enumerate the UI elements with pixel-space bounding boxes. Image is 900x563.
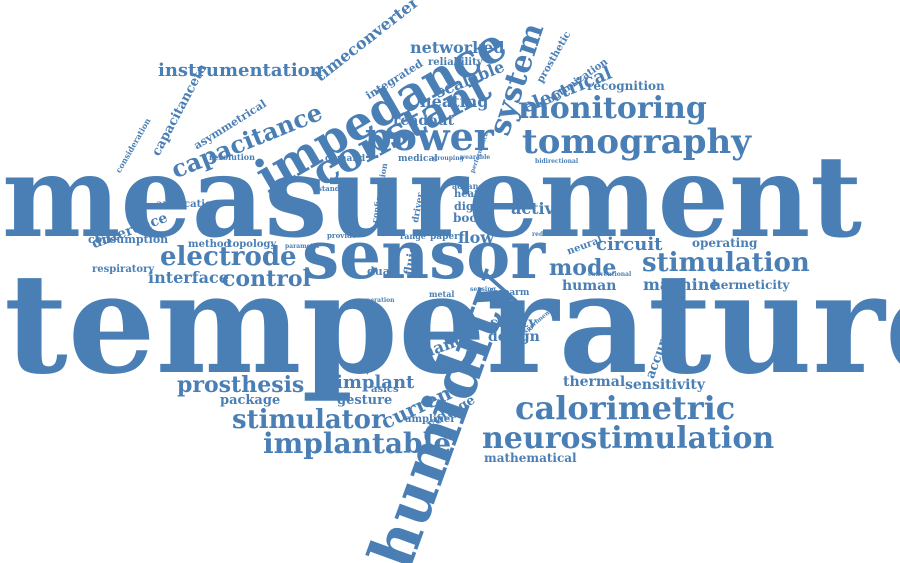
word-calorimetric: calorimetric xyxy=(515,389,736,427)
word-medical: medical xyxy=(398,154,438,164)
word-operating: operating xyxy=(692,236,758,250)
word-safety: safety xyxy=(490,315,537,331)
word-paper: paper xyxy=(430,232,459,242)
word-respiratory: respiratory xyxy=(92,264,155,275)
word-circuit: circuit xyxy=(596,234,663,255)
word-electrode: electrode xyxy=(160,242,297,272)
word-reliability: reliability xyxy=(428,57,483,68)
word-thermal: thermal xyxy=(563,374,626,390)
word-resolution: resolution xyxy=(209,152,255,162)
word-hermeticity: hermeticity xyxy=(712,278,790,292)
word-mode: mode xyxy=(549,255,617,281)
word-consumption: consumption xyxy=(88,233,169,246)
word-measurement: measurement xyxy=(2,132,863,263)
word-readout: readout xyxy=(393,113,455,129)
word-standard: standard xyxy=(318,184,353,193)
word-prosthesis: prosthesis xyxy=(177,372,305,398)
word-networked: networked xyxy=(410,38,505,57)
word-stimulation: stimulation xyxy=(642,248,810,278)
word-forearm: forearm xyxy=(489,288,530,298)
word-power: power xyxy=(365,114,494,159)
word-temperature: temperature xyxy=(4,242,900,405)
word-wearable: wearable xyxy=(460,154,491,161)
word-active: active xyxy=(511,199,565,218)
word-sensor: sensor xyxy=(302,216,546,294)
word-gesture: gesture xyxy=(337,393,393,408)
word-conventional: conventional xyxy=(588,271,632,278)
word-provide: provide xyxy=(327,231,357,240)
word-heating: heating xyxy=(420,92,489,111)
word-topology: topology xyxy=(228,239,277,250)
word-asics: asics xyxy=(371,384,399,395)
word-sensing: sensing xyxy=(470,286,496,293)
word-demand: demand xyxy=(325,154,366,164)
word-advance: advance xyxy=(452,181,489,191)
word-range: range xyxy=(400,231,426,241)
word-mathematical: mathematical xyxy=(484,451,577,465)
word-parameter: parameter xyxy=(285,243,321,250)
word-amplifier: amplifier xyxy=(405,414,456,425)
word-sensitivity: sensitivity xyxy=(625,377,706,393)
word-bidirectional: bidirectional xyxy=(535,158,579,165)
word-operation: operation xyxy=(362,297,395,304)
word-control: control xyxy=(222,266,311,292)
word-metal: metal xyxy=(429,289,455,299)
word-digit: digit xyxy=(454,200,483,213)
word-instrumentation: instrumentation xyxy=(158,60,323,81)
word-monitoring: monitoring xyxy=(518,91,707,126)
word-reduction: reduction xyxy=(532,231,565,238)
word-neurostimulation: neurostimulation xyxy=(482,421,775,456)
word-flow: flow xyxy=(458,228,495,247)
word-package: package xyxy=(220,393,281,408)
word-implant: implant xyxy=(336,372,415,393)
word-design: design xyxy=(488,329,540,345)
word-method: method xyxy=(188,239,231,250)
word-implantable: implantable xyxy=(263,427,452,460)
word-stimulator: stimulator xyxy=(232,405,385,435)
word-human: human xyxy=(562,278,617,294)
word-application: application xyxy=(156,199,219,210)
word-book: book xyxy=(453,211,486,225)
word-dual: dual xyxy=(367,265,394,278)
word-recognition: recognition xyxy=(587,79,665,93)
word-interface: interface xyxy=(148,268,229,287)
word-tomography: tomography xyxy=(522,122,752,162)
word-machine: machine xyxy=(643,275,720,294)
word-grouping: grouping xyxy=(433,155,464,162)
word-heater: heater xyxy=(454,189,491,200)
